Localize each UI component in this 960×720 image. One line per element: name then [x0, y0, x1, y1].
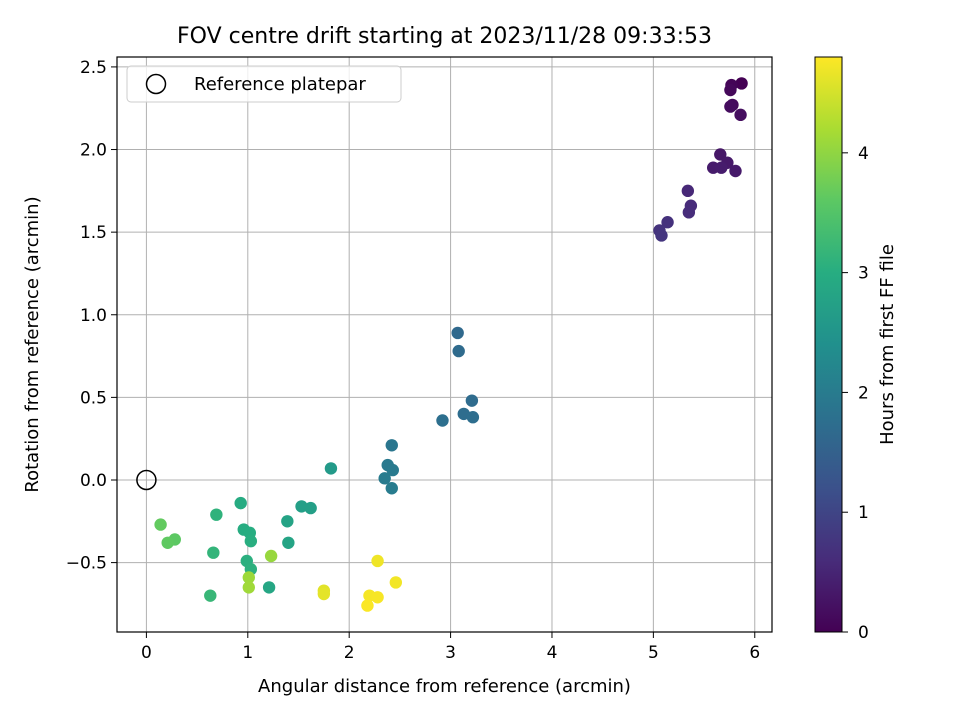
scatter-point: [207, 546, 220, 559]
chart-title: FOV centre drift starting at 2023/11/28 …: [177, 24, 712, 49]
y-tick-label: 1.5: [80, 223, 107, 243]
reference-marker-group: [136, 469, 157, 491]
scatter-point: [724, 100, 737, 113]
scatter-point: [385, 439, 398, 452]
scatter-point: [682, 206, 696, 219]
scatter-point: [264, 549, 278, 563]
colorbar-ticks: 0 1 2 3 4: [842, 144, 869, 643]
colorbar-tick-label: 0: [858, 623, 869, 643]
scatter-point: [204, 589, 217, 602]
plot-frame: [116, 56, 773, 633]
scatter-point: [436, 414, 449, 427]
scatter-point: [234, 496, 247, 510]
scatter-point: [451, 326, 464, 340]
y-axis-ticks: −0.5 0.0 0.5 1.0 1.5 2.0 2.5: [66, 58, 117, 574]
scatter-point: [324, 462, 338, 475]
y-tick-label: 1.0: [80, 306, 107, 326]
scatter-point: [724, 83, 737, 97]
y-tick-label: 0.5: [80, 388, 107, 408]
x-tick-label: 6: [749, 643, 760, 663]
scatter-point: [378, 472, 391, 485]
scatter-point: [281, 515, 294, 528]
scatter-point: [317, 587, 331, 601]
scatter-point: [465, 394, 479, 407]
x-tick-label: 2: [344, 643, 355, 663]
scatter-point: [681, 184, 695, 198]
legend: Reference platepar: [126, 65, 402, 103]
data-points: [154, 77, 748, 612]
scatter-point: [154, 518, 167, 531]
colorbar-tick-label: 4: [858, 144, 869, 164]
scatter-point: [714, 148, 727, 161]
scatter-point: [386, 463, 399, 477]
x-tick-label: 0: [141, 643, 152, 663]
scatter-point: [282, 536, 295, 549]
scatter-point: [661, 216, 674, 229]
colorbar-tick-label: 1: [858, 503, 869, 523]
scatter-point: [361, 599, 374, 612]
grid-lines: [117, 57, 772, 632]
colorbar-label: Hours from first FF file: [877, 244, 898, 445]
scatter-point: [371, 554, 384, 568]
scatter-point: [389, 576, 403, 589]
legend-box: [126, 65, 402, 103]
scatter-point: [729, 164, 742, 178]
scatter-point: [715, 161, 728, 174]
scatter-point: [734, 108, 747, 122]
x-tick-label: 4: [547, 643, 558, 663]
scatter-point: [161, 536, 174, 549]
scatter-point: [452, 344, 465, 358]
scatter-point: [244, 534, 258, 548]
y-axis-label: Rotation from reference (arcmin): [22, 196, 43, 492]
scatter-point: [304, 501, 317, 515]
y-tick-label: −0.5: [66, 554, 107, 574]
x-tick-label: 3: [445, 643, 456, 663]
scatter-point: [466, 411, 480, 424]
scatter-point: [655, 229, 668, 242]
y-tick-label: 2.0: [80, 141, 107, 161]
legend-marker-icon: [145, 73, 167, 95]
scatter-point: [262, 581, 276, 594]
colorbar-tick-label: 3: [858, 264, 869, 284]
scatter-point: [242, 571, 256, 584]
x-axis-ticks: 0 1 2 3 4 5 6: [141, 632, 760, 663]
legend-entry-label: Reference platepar: [194, 74, 366, 95]
scatter-point: [371, 591, 384, 604]
scatter-point: [242, 581, 256, 594]
scatter-point: [735, 77, 748, 90]
colorbar-tick-label: 2: [858, 383, 869, 403]
x-tick-label: 1: [242, 643, 253, 663]
reference-platepar-marker: [136, 469, 157, 491]
colorbar: [814, 56, 843, 633]
x-axis-label: Angular distance from reference (arcmin): [258, 676, 631, 697]
scatter-point: [385, 482, 398, 495]
y-tick-label: 2.5: [80, 58, 107, 78]
scatter-point: [210, 508, 223, 521]
x-tick-label: 5: [648, 643, 659, 663]
y-tick-label: 0.0: [80, 471, 107, 491]
